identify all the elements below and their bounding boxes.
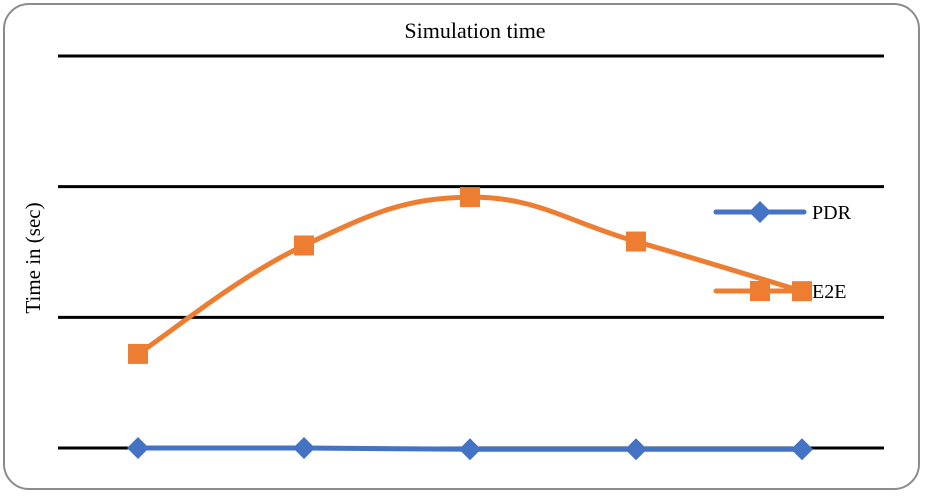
data-point-e2e (460, 187, 480, 208)
data-point-pdr (791, 438, 813, 461)
series-lines (135, 194, 805, 452)
y-axis-label: Time in (sec) (21, 202, 45, 313)
data-point-pdr (459, 438, 481, 461)
data-point-pdr (625, 438, 647, 461)
series-markers (127, 187, 813, 461)
chart-title: Simulation time (404, 18, 545, 43)
gridlines (58, 54, 884, 450)
series-line-e2e (135, 194, 805, 357)
data-point-pdr (127, 437, 149, 459)
legend-label-e2e: E2E (812, 281, 846, 303)
data-point-pdr (293, 437, 315, 459)
legend: PDR E2E (713, 201, 852, 303)
legend-marker-pdr (749, 201, 771, 223)
data-point-e2e (294, 235, 314, 256)
legend-label-pdr: PDR (812, 202, 852, 224)
chart-frame (3, 3, 920, 490)
legend-marker-e2e (750, 281, 770, 301)
data-point-e2e (128, 343, 148, 364)
data-point-e2e (626, 231, 646, 252)
